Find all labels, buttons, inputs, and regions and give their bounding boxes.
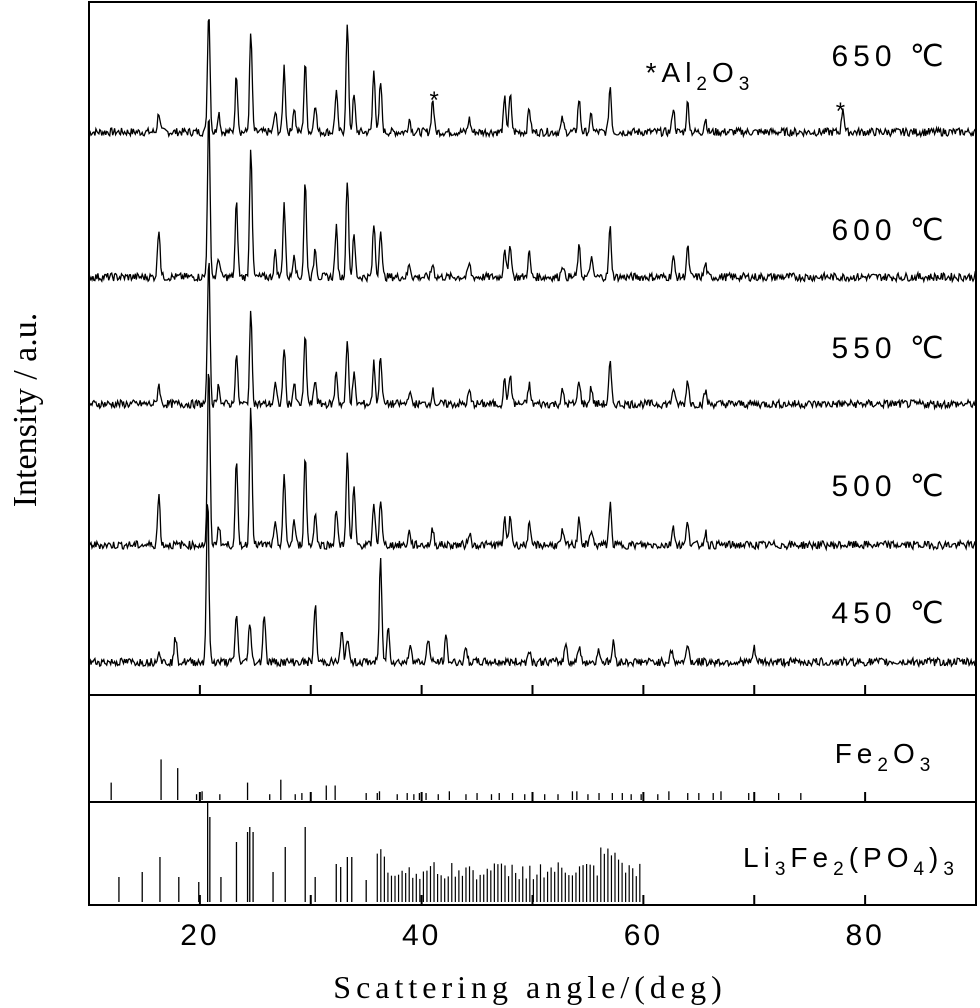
x-tick-label: 20 xyxy=(180,919,219,952)
impurity-peak-marker: * xyxy=(430,87,444,114)
y-axis-label: Intensity / a.u. xyxy=(7,313,44,508)
xrd-traces xyxy=(88,19,977,669)
reference-label-1: Fe2O3 xyxy=(835,738,936,776)
x-ticks: 20 40 60 80 xyxy=(180,685,884,952)
xrd-trace-1 xyxy=(88,19,977,139)
impurity-annotations: *Al2O3 * * xyxy=(430,57,850,125)
x-tick-label: 60 xyxy=(624,919,663,952)
series-labels: 650 ℃ 600 ℃ 550 ℃ 500 ℃ 450 ℃ Fe2O3 Li3Fe2(PO4… xyxy=(743,40,959,880)
x-axis-label: Scattering angle/(deg) xyxy=(333,969,726,1005)
impurity-peak-marker: * xyxy=(836,98,850,125)
xrd-trace-2 xyxy=(88,118,977,284)
series-label-1: 650 ℃ xyxy=(831,40,948,73)
series-label-3: 550 ℃ xyxy=(831,332,948,365)
reference-pattern-lines xyxy=(110,759,802,902)
x-tick-label: 80 xyxy=(845,919,884,952)
reference-label-2: Li3Fe2(PO4)3 xyxy=(743,842,959,880)
x-tick-label: 40 xyxy=(402,919,441,952)
xrd-trace-3 xyxy=(88,262,977,411)
series-label-4: 500 ℃ xyxy=(831,470,948,503)
plot-frame xyxy=(88,1,977,906)
xrd-trace-4 xyxy=(88,373,977,552)
xrd-trace-5 xyxy=(88,504,977,669)
al2o3-annotation: *Al2O3 xyxy=(646,57,755,95)
series-label-5: 450 ℃ xyxy=(831,597,948,630)
plot-border xyxy=(88,1,977,906)
series-label-2: 600 ℃ xyxy=(831,214,948,247)
